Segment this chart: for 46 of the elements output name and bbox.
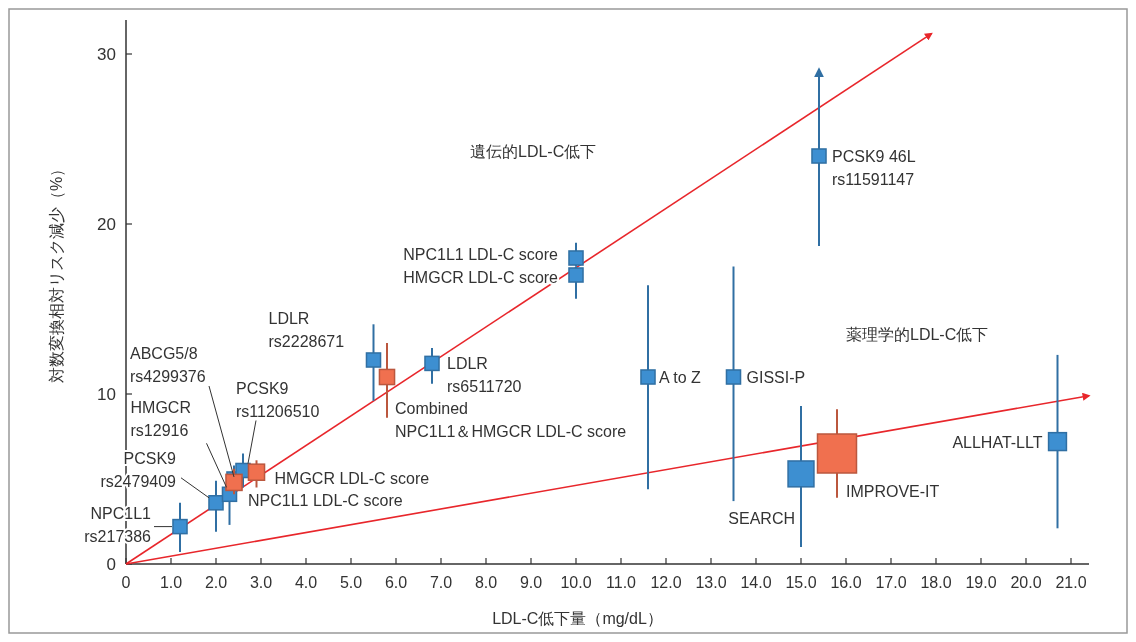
annotation: PCSK9 46L rs11591147 [832, 148, 916, 188]
x-axis-title: LDL-C低下量（mg/dL） [492, 610, 663, 627]
x-tick-label: 15.0 [785, 574, 817, 591]
x-tick-label: 14.0 [740, 574, 772, 591]
x-tick-label: 3.0 [249, 574, 273, 591]
x-tick-label: 7.0 [429, 574, 453, 591]
y-tick-label: 30 [97, 45, 116, 64]
annotation: GISSI-P [746, 369, 806, 386]
y-tick-label: 0 [106, 555, 116, 574]
annotation: Combined NPC1L1＆HMGCR LDL-C score [395, 400, 627, 440]
x-tick-label: 0 [121, 574, 131, 591]
annotation: HMGCR LDL-C score [274, 470, 430, 488]
x-tick-label: 10.0 [560, 574, 592, 591]
x-tick-label: 1.0 [159, 574, 183, 591]
x-tick-label: 2.0 [204, 574, 228, 591]
x-tick-label: 4.0 [294, 574, 318, 591]
annotation: A to Z [659, 369, 702, 386]
annotation: 薬理学的LDL-C低下 [846, 326, 989, 343]
x-tick-label: 21.0 [1055, 574, 1087, 591]
x-tick-label: 9.0 [519, 574, 543, 591]
annotation: ALLHAT-LLT [952, 433, 1043, 451]
x-tick-label: 6.0 [384, 574, 408, 591]
annotation: SEARCH [728, 509, 795, 527]
y-axis-title: 対数変換相対リスク減少（%） [48, 160, 65, 384]
annotation: IMPROVE-IT [846, 482, 940, 500]
x-tick-label: 11.0 [606, 574, 637, 591]
annotation: LDLR rs2228671 [268, 310, 345, 350]
annotation: ABCG5/8 rs4299376 [130, 345, 206, 385]
y-tick-label: 10 [97, 385, 116, 404]
annotation: NPC1L1 LDL-C score [248, 492, 403, 510]
x-tick-label: 8.0 [474, 574, 498, 591]
annotation: HMGCR rs12916 [130, 399, 191, 440]
annotation: PCSK9 rs11206510 [236, 379, 320, 420]
x-tick-label: 17.0 [875, 574, 907, 591]
annotation: NPC1L1 LDL-C score [403, 246, 559, 263]
annotation: LDLR rs6511720 [447, 355, 522, 396]
x-tick-label: 13.0 [695, 574, 727, 591]
x-tick-label: 5.0 [339, 574, 363, 591]
annotation: 遺伝的LDL-C低下 [470, 143, 597, 160]
x-tick-label: 18.0 [920, 574, 952, 591]
x-tick-label: 16.0 [830, 574, 862, 591]
x-tick-label: 12.0 [650, 574, 682, 591]
annotation: HMGCR LDL-C score [403, 269, 559, 286]
y-tick-label: 20 [97, 215, 116, 234]
x-tick-label: 19.0 [965, 574, 997, 591]
x-tick-label: 20.0 [1010, 574, 1042, 591]
